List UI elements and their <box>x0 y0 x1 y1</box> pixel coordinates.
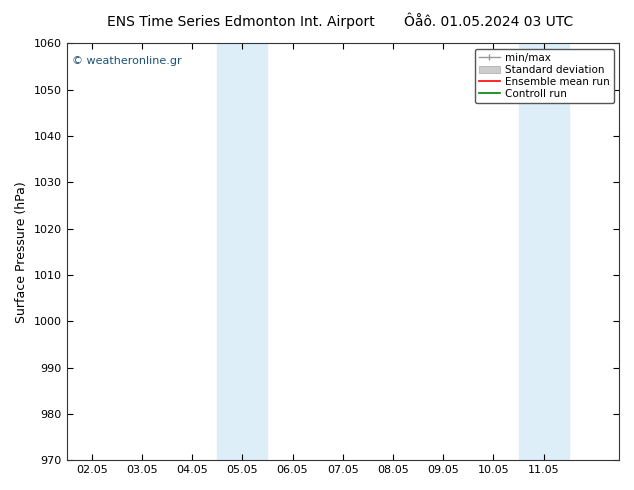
Bar <box>217 44 268 460</box>
Bar <box>519 44 569 460</box>
Text: © weatheronline.gr: © weatheronline.gr <box>72 56 182 66</box>
Legend: min/max, Standard deviation, Ensemble mean run, Controll run: min/max, Standard deviation, Ensemble me… <box>475 49 614 103</box>
Text: Ôåô. 01.05.2024 03 UTC: Ôåô. 01.05.2024 03 UTC <box>404 15 573 29</box>
Y-axis label: Surface Pressure (hPa): Surface Pressure (hPa) <box>15 181 28 323</box>
Text: ENS Time Series Edmonton Int. Airport: ENS Time Series Edmonton Int. Airport <box>107 15 375 29</box>
